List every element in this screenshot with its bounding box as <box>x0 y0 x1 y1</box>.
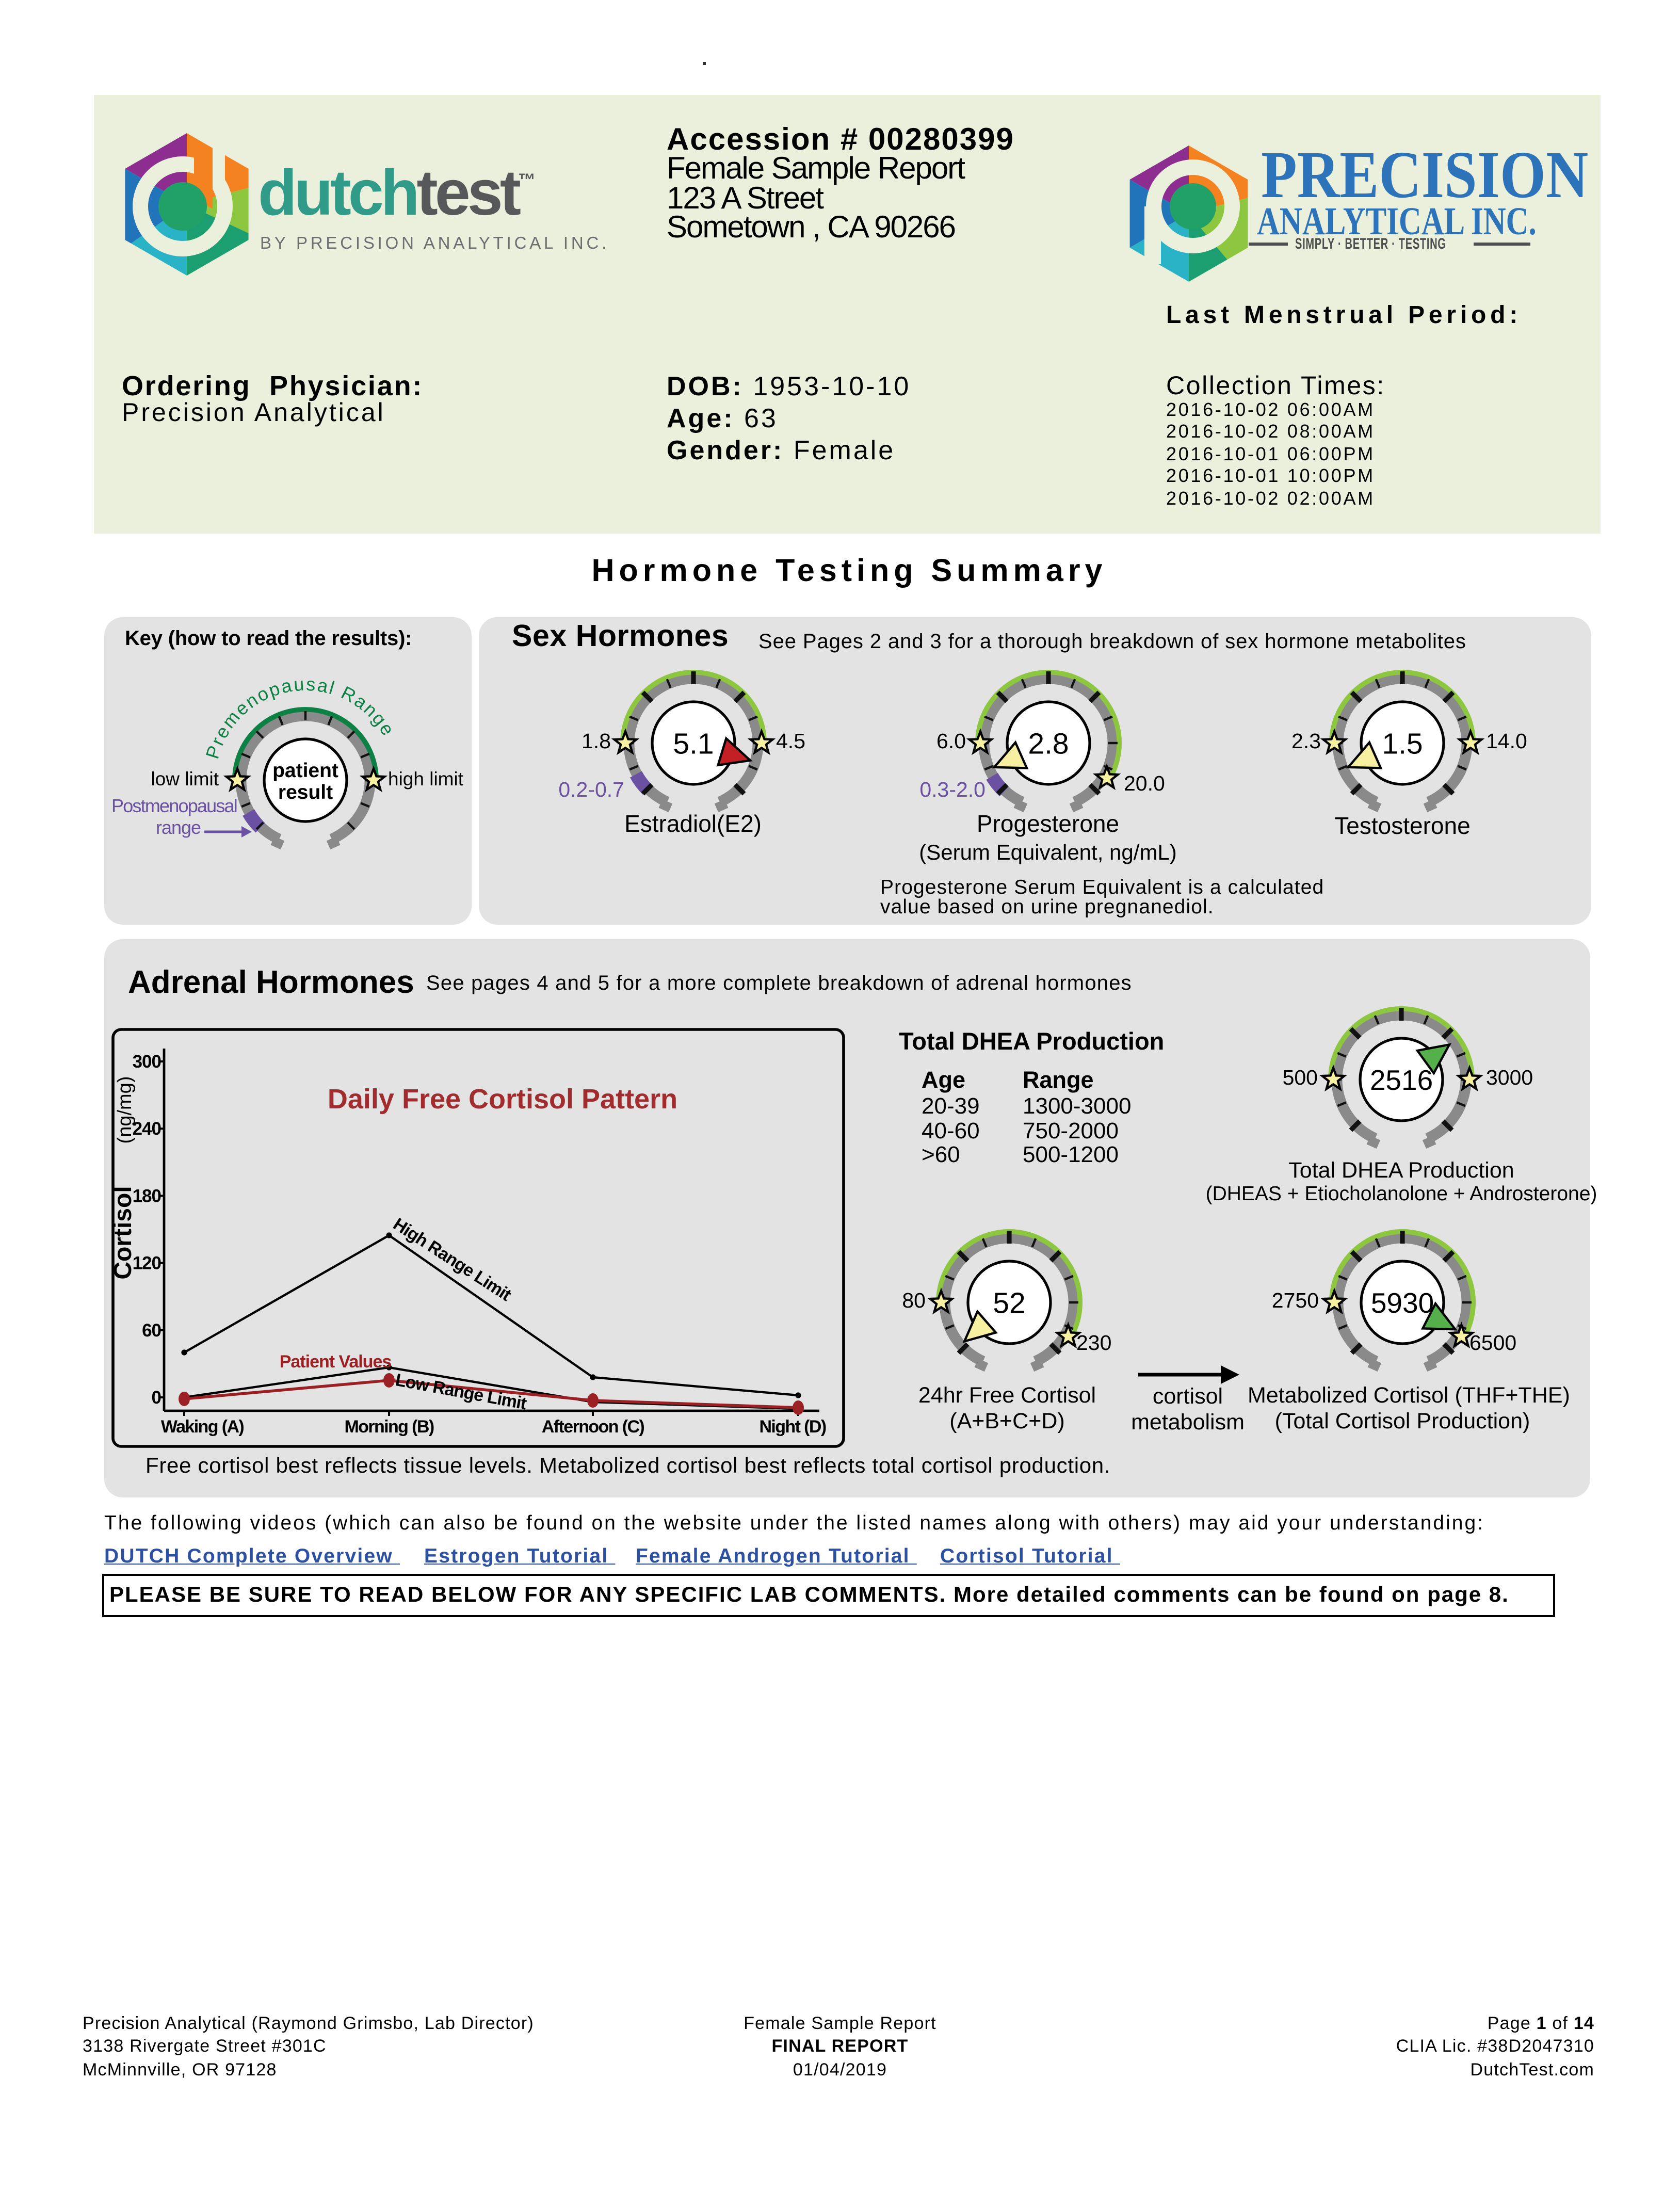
svg-text:240: 240 <box>133 1119 161 1139</box>
svg-text:52: 52 <box>993 1286 1025 1319</box>
svg-text:Afternoon (C): Afternoon (C) <box>542 1417 644 1437</box>
svg-text:2.8: 2.8 <box>1027 728 1068 761</box>
svg-text:Waking (A): Waking (A) <box>161 1417 244 1437</box>
svg-text:Low Range Limit: Low Range Limit <box>394 1370 528 1413</box>
svg-text:Night (D): Night (D) <box>759 1417 826 1437</box>
svg-text:1.5: 1.5 <box>1382 728 1423 761</box>
svg-text:Daily Free Cortisol Pattern: Daily Free Cortisol Pattern <box>328 1084 677 1115</box>
svg-text:0: 0 <box>152 1388 161 1408</box>
svg-text:60: 60 <box>142 1320 161 1341</box>
svg-text:2516: 2516 <box>1370 1064 1433 1096</box>
svg-text:(ng/mg): (ng/mg) <box>114 1076 136 1144</box>
svg-text:5.1: 5.1 <box>672 728 713 761</box>
svg-text:Cortisol: Cortisol <box>111 1186 137 1279</box>
svg-text:patient: patient <box>272 760 338 782</box>
svg-text:300: 300 <box>133 1052 161 1072</box>
svg-text:result: result <box>278 781 333 803</box>
svg-text:180: 180 <box>133 1186 161 1206</box>
svg-text:5930: 5930 <box>1371 1286 1434 1318</box>
svg-text:Morning (B): Morning (B) <box>344 1417 433 1437</box>
svg-text:Patient Values: Patient Values <box>280 1352 392 1372</box>
svg-text:High Range Limit: High Range Limit <box>390 1214 514 1305</box>
svg-text:120: 120 <box>133 1253 161 1274</box>
